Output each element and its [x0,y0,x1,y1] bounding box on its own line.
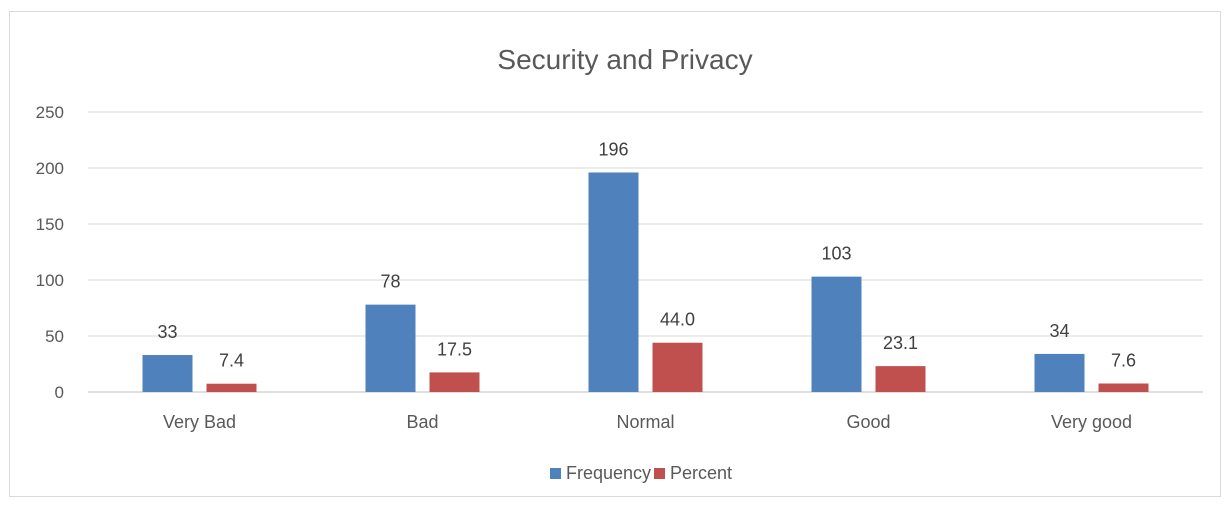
bar-percent [652,342,703,392]
legend-label: Percent [670,463,732,483]
data-label: 44.0 [660,310,695,330]
data-label: 196 [598,139,628,159]
y-tick-label: 250 [36,103,64,122]
legend-swatch-frequency [550,468,561,479]
bar-frequency [142,355,193,392]
x-tick-label: Bad [406,412,438,432]
data-label: 34 [1049,321,1069,341]
y-tick-label: 100 [36,271,64,290]
bar-percent [206,383,257,392]
chart-title: Security and Privacy [497,44,752,75]
data-label: 17.5 [437,339,472,359]
bar-percent [875,366,926,392]
gridlines [88,111,1203,393]
bar-frequency [588,172,639,392]
y-tick-label: 200 [36,159,64,178]
bar-percent [429,372,480,392]
data-label: 103 [821,244,851,264]
x-tick-label: Very Bad [163,412,236,432]
bar-frequency [365,304,416,392]
x-tick-label: Good [846,412,890,432]
bar-percent [1098,383,1149,392]
data-labels: 33 7.4 78 17.5 196 44.0 103 23.1 34 7.6 [157,139,1136,370]
data-label: 7.4 [219,351,244,371]
bar-frequency [811,276,862,392]
data-label: 7.6 [1111,350,1136,370]
data-label: 78 [380,272,400,292]
y-tick-label: 0 [55,383,64,402]
data-label: 23.1 [883,333,918,353]
legend-swatch-percent [654,468,665,479]
y-tick-label: 150 [36,215,64,234]
x-tick-label: Very good [1051,412,1132,432]
legend: Frequency Percent [550,463,732,483]
legend-label: Frequency [566,463,651,483]
x-axis-tick-labels: Very Bad Bad Normal Good Very good [163,412,1132,432]
bar-frequency [1034,353,1085,392]
y-axis-tick-labels: 0 50 100 150 200 250 [36,103,64,402]
y-tick-label: 50 [45,327,64,346]
data-label: 33 [157,322,177,342]
bars [142,172,1149,392]
x-tick-label: Normal [616,412,674,432]
